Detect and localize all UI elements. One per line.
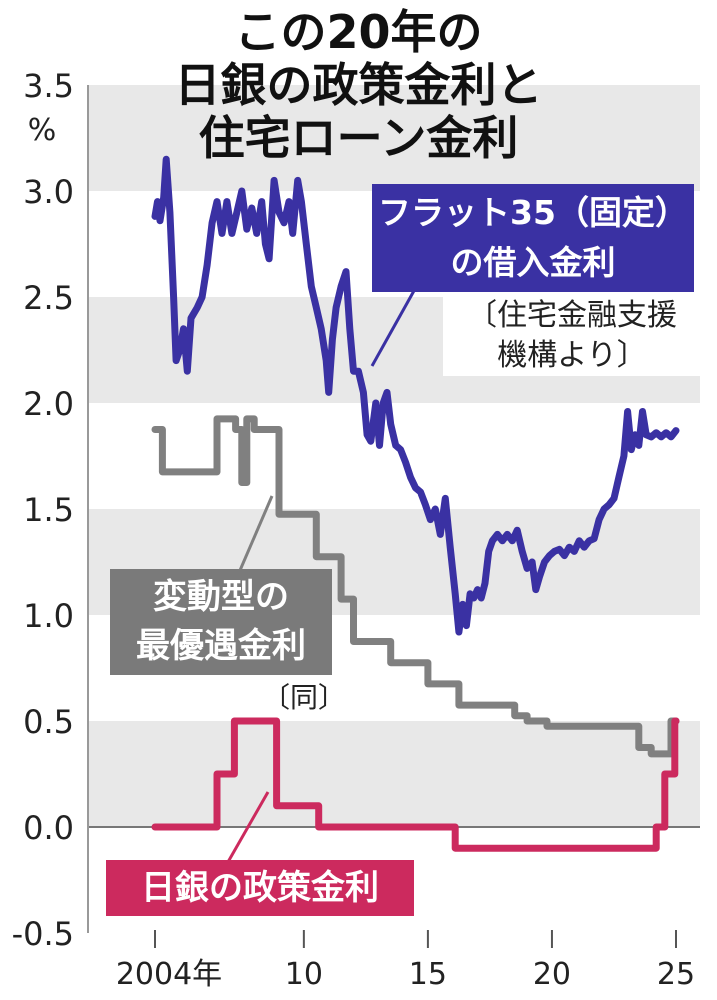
y-tick-labels: 3.5 3.0 2.5 2.0 1.5 1.0 0.5 0.0 -0.5	[12, 67, 74, 953]
y-tick-label: 3.5	[23, 67, 74, 105]
x-tick-label: 15	[409, 957, 447, 992]
flat35-source-line1: 〔住宅金融支援	[467, 298, 677, 333]
y-tick-label: 2.5	[23, 279, 74, 317]
x-tick-label: 2004年	[116, 957, 222, 992]
grid-band	[88, 721, 700, 827]
flat35-source: 〔住宅金融支援 機構より〕	[443, 296, 701, 376]
prime-source-text: 〔同〕	[262, 681, 347, 714]
y-tick-label: 3.0	[23, 173, 74, 211]
prime-label-line2: 最優遇金利	[136, 626, 306, 666]
y-tick-label: 0.5	[23, 703, 74, 741]
boj-label-text: 日銀の政策金利	[141, 868, 379, 908]
flat35-label-line2: の借入金利	[450, 243, 616, 282]
flat35-label-line1: フラット35（固定）	[378, 193, 688, 232]
prime-label-line1: 変動型の	[153, 577, 289, 617]
y-unit-label: %	[28, 113, 57, 148]
prime-label: 変動型の 最優遇金利	[110, 569, 332, 675]
y-tick-label: -0.5	[12, 915, 74, 953]
title-line-2: 日銀の政策金利と	[174, 58, 543, 112]
flat35-line	[151, 155, 680, 636]
flat35-source-line2: 機構より〕	[497, 338, 647, 373]
title-line-3: 住宅ローン金利	[198, 111, 519, 165]
x-tick-label: 25	[657, 957, 695, 992]
annotations	[226, 279, 422, 863]
boj-policy-rate-line	[151, 717, 680, 852]
prime-source: 〔同〕	[262, 680, 346, 716]
y-tick-label: 2.0	[23, 385, 74, 423]
grid-band	[88, 85, 700, 191]
flat35-label: フラット35（固定） の借入金利	[372, 184, 694, 292]
series-layer	[151, 155, 680, 852]
flat35-leader-line	[370, 279, 422, 367]
title-line-1: この20年の	[234, 5, 483, 59]
y-tick-label: 0.0	[23, 809, 74, 847]
x-tick-label: 20	[533, 957, 571, 992]
boj-leader-line	[226, 791, 270, 863]
x-axis-ticks: 2004年 10 15 20 25	[116, 930, 695, 992]
prime-rate-line	[151, 415, 680, 758]
x-tick-label: 10	[285, 957, 323, 992]
y-tick-label: 1.5	[23, 491, 74, 529]
prime-leader-line	[236, 495, 274, 576]
boj-label: 日銀の政策金利	[106, 860, 414, 916]
y-tick-label: 1.0	[23, 597, 74, 635]
chart-title: この20年の 日銀の政策金利と 住宅ローン金利	[0, 6, 717, 165]
